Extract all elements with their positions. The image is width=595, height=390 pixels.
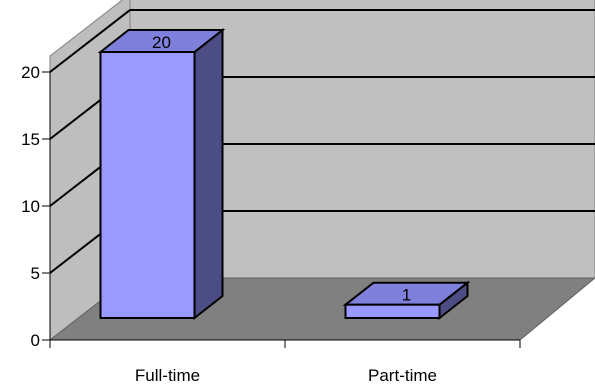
y-tick-label: 0 [31, 331, 40, 350]
data-label: 1 [402, 286, 411, 305]
bar-front-face [99, 51, 196, 319]
bar-full-time [97, 27, 226, 321]
bar-part-time [342, 280, 471, 321]
bar-side-face [193, 27, 224, 321]
y-tick-label: 5 [31, 264, 40, 283]
y-tick-label: 10 [21, 197, 40, 216]
gridline-side-20 [49, 9, 131, 73]
x-tick-label: Part-time [368, 366, 437, 385]
data-label: 20 [152, 33, 171, 52]
bars [97, 27, 471, 321]
axes: 0 5 10 15 20 Full-time Part-time [21, 63, 521, 385]
bar-front-face [344, 303, 441, 320]
y-tick-label: 20 [21, 63, 40, 82]
y-tick-label: 15 [21, 130, 40, 149]
x-tick-label: Full-time [135, 366, 200, 385]
labels: 20 1 [152, 33, 411, 305]
